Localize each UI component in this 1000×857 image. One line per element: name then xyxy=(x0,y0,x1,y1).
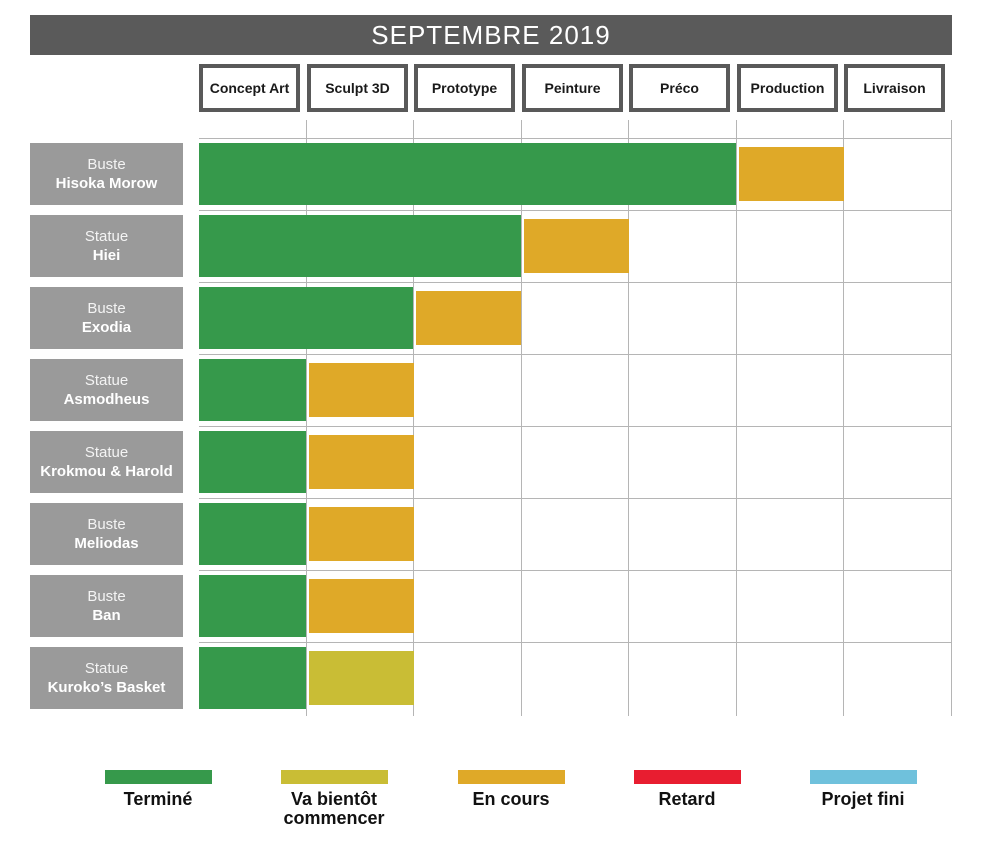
stage-header-sculpt-3d: Sculpt 3D xyxy=(307,64,408,112)
stage-header-prototype: Prototype xyxy=(414,64,515,112)
project-type-text: Buste xyxy=(87,155,126,173)
legend-label-done: Terminé xyxy=(123,789,193,809)
project-label: Buste Hisoka Morow xyxy=(30,143,183,205)
grid-hline xyxy=(199,354,952,355)
bar-soon xyxy=(309,651,414,705)
grid-hline xyxy=(199,138,952,139)
grid-hline xyxy=(199,642,952,643)
bar-done xyxy=(199,287,413,349)
bar-in_progress xyxy=(416,291,521,345)
grid-hline xyxy=(199,570,952,571)
legend-swatch-finished xyxy=(809,770,917,784)
stage-header-concept-art: Concept Art xyxy=(199,64,300,112)
legend-swatch-soon xyxy=(280,770,388,784)
project-type-text: Statue xyxy=(84,371,129,389)
bar-done xyxy=(199,431,306,493)
project-type-text: Statue xyxy=(84,227,129,245)
project-name-text: Krokmou & Harold xyxy=(40,463,173,480)
project-name-text: Ban xyxy=(92,607,121,624)
grid-vline xyxy=(951,120,952,716)
project-label: Statue Asmodheus xyxy=(30,359,183,421)
bar-done xyxy=(199,215,521,277)
legend-item-late: Retard xyxy=(597,770,777,809)
project-label: Statue Hiei xyxy=(30,215,183,277)
grid-vline xyxy=(306,120,307,716)
legend-swatch-done xyxy=(104,770,212,784)
legend-item-in_progress: En cours xyxy=(421,770,601,809)
grid-vline xyxy=(628,120,629,716)
legend-swatch-in_progress xyxy=(457,770,565,784)
project-type-text: Buste xyxy=(87,515,126,533)
stage-header-production: Production xyxy=(737,64,838,112)
project-name-text: Asmodheus xyxy=(63,391,150,408)
grid-hline xyxy=(199,426,952,427)
legend-label-finished: Projet fini xyxy=(821,789,905,809)
page-title: SEPTEMBRE 2019 xyxy=(371,19,611,50)
project-type-text: Statue xyxy=(84,443,129,461)
legend-label-in_progress: En cours xyxy=(472,789,550,809)
bar-done xyxy=(199,647,306,709)
project-name-text: Hisoka Morow xyxy=(55,175,158,192)
project-label: Buste Ban xyxy=(30,575,183,637)
title-bar: SEPTEMBRE 2019 xyxy=(30,15,952,55)
project-label: Statue Kuroko’s Basket xyxy=(30,647,183,709)
legend-label-late: Retard xyxy=(658,789,716,809)
bar-in_progress xyxy=(524,219,629,273)
project-name-text: Meliodas xyxy=(74,535,139,552)
project-type-text: Statue xyxy=(84,659,129,677)
grid-vline xyxy=(736,120,737,716)
grid-hline xyxy=(199,498,952,499)
project-type-text: Buste xyxy=(87,587,126,605)
legend-item-soon: Va bientôt commencer xyxy=(244,770,424,828)
project-name-text: Exodia xyxy=(81,319,132,336)
grid-hline xyxy=(199,282,952,283)
legend-item-done: Terminé xyxy=(68,770,248,809)
bar-in_progress xyxy=(309,363,414,417)
bar-in_progress xyxy=(309,579,414,633)
project-name-text: Kuroko’s Basket xyxy=(47,679,166,696)
bar-done xyxy=(199,575,306,637)
project-name-text: Hiei xyxy=(92,247,121,264)
bar-done xyxy=(199,503,306,565)
bar-in_progress xyxy=(739,147,844,201)
stage-header-pr-co: Préco xyxy=(629,64,730,112)
bar-in_progress xyxy=(309,435,414,489)
project-type-text: Buste xyxy=(87,299,126,317)
bar-done xyxy=(199,143,736,205)
project-label: Buste Meliodas xyxy=(30,503,183,565)
grid-vline xyxy=(413,120,414,716)
bar-in_progress xyxy=(309,507,414,561)
legend-item-finished: Projet fini xyxy=(773,770,953,809)
bar-done xyxy=(199,359,306,421)
legend-swatch-late xyxy=(633,770,741,784)
stage-header-livraison: Livraison xyxy=(844,64,945,112)
grid-hline xyxy=(199,210,952,211)
grid-vline xyxy=(521,120,522,716)
stage-header-peinture: Peinture xyxy=(522,64,623,112)
grid-vline xyxy=(843,120,844,716)
project-label: Buste Exodia xyxy=(30,287,183,349)
project-label: Statue Krokmou & Harold xyxy=(30,431,183,493)
legend-label-soon: Va bientôt commencer xyxy=(283,789,385,828)
